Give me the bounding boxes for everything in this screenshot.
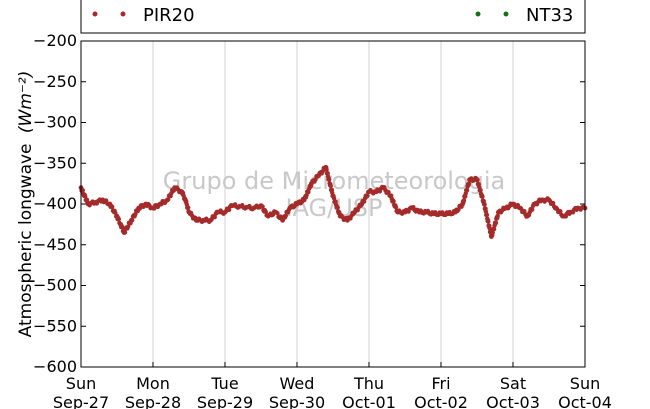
- data-point-trace: [120, 225, 125, 230]
- data-point-trace: [328, 183, 333, 189]
- x-tick-label-date: Sep-29: [197, 393, 253, 409]
- watermark: Grupo de Micrometeorologia IAG/USP: [163, 167, 505, 222]
- data-point-trace: [130, 217, 135, 223]
- legend-marker-nt33-a: [475, 11, 481, 17]
- x-tick-label-day: Sun: [66, 374, 96, 393]
- x-tick-label-day: Wed: [280, 374, 315, 393]
- y-axis-label-unit: (Wm⁻²): [16, 71, 36, 133]
- data-point-trace: [333, 199, 338, 204]
- x-tick-label-date: Oct-01: [342, 393, 396, 409]
- y-tick-label: −400: [33, 194, 77, 213]
- y-tick-label: −250: [33, 72, 77, 91]
- points-layer: [78, 164, 588, 240]
- y-axis: −200 −250 −300 −350 −400 −450 −500 −550 −600: [33, 31, 585, 376]
- data-point-trace: [386, 189, 391, 195]
- legend-label-nt33: NT33: [526, 5, 573, 26]
- y-tick-label: −450: [33, 235, 77, 254]
- data-point-trace: [393, 205, 399, 210]
- x-tick-label-date: Sep-30: [269, 393, 325, 409]
- y-tick-label: −500: [33, 276, 77, 295]
- x-tick-label-day: Mon: [136, 374, 170, 393]
- legend-marker-nt33-b: [503, 11, 509, 17]
- data-point-trace: [122, 230, 128, 235]
- x-tick-label-date: Oct-04: [558, 393, 612, 409]
- data-point-trace: [480, 194, 485, 199]
- x-tick-label-day: Sat: [500, 374, 526, 393]
- data-point-trace: [260, 204, 265, 209]
- legend-label-pir20: PIR20: [143, 5, 195, 26]
- y-tick-label: −550: [33, 316, 77, 335]
- data-point-trace: [283, 213, 288, 218]
- data-point-trace: [461, 198, 467, 203]
- legend-marker-pir20-b: [120, 11, 126, 17]
- data-point-trace: [166, 197, 171, 202]
- data-point-trace: [126, 224, 131, 229]
- data-point-trace: [133, 211, 138, 217]
- y-tick-label: −350: [33, 153, 77, 172]
- data-point-trace: [331, 195, 337, 201]
- data-point-trace: [456, 207, 461, 212]
- y-tick-label: −300: [33, 113, 77, 132]
- data-point-trace: [324, 167, 329, 172]
- legend-marker-pir20-a: [92, 11, 98, 17]
- x-tick-label-day: Fri: [431, 374, 450, 393]
- data-point-trace: [530, 207, 535, 212]
- y-tick-label: −200: [33, 31, 77, 50]
- data-point-trace: [391, 199, 396, 204]
- x-tick-label-date: Oct-02: [414, 393, 468, 409]
- data-point-trace: [327, 177, 332, 182]
- y-axis-label-text: Atmospheric longwave: [16, 143, 36, 337]
- data-point-trace: [558, 209, 563, 214]
- y-axis-label: Atmospheric longwave (Wm⁻²): [16, 71, 36, 338]
- data-point-trace: [212, 214, 217, 220]
- data-point-trace: [490, 230, 495, 235]
- data-point-trace: [335, 205, 340, 210]
- data-point-trace: [365, 193, 370, 199]
- data-point-trace: [389, 193, 394, 198]
- data-point-trace: [83, 194, 88, 199]
- data-point-trace: [491, 226, 497, 232]
- watermark-line-1: Grupo de Micrometeorologia: [163, 167, 505, 195]
- data-point-trace: [487, 226, 492, 231]
- data-point-trace: [478, 188, 483, 193]
- data-point-trace: [482, 202, 487, 207]
- x-tick-label-day: Sun: [570, 374, 600, 393]
- data-point-trace: [493, 220, 499, 225]
- x-tick-label-day: Thu: [353, 374, 384, 393]
- data-point-trace: [475, 177, 480, 183]
- data-point-trace: [484, 212, 490, 218]
- data-point-trace: [325, 171, 330, 176]
- x-tick-label-date: Sep-27: [53, 393, 109, 409]
- data-point-trace: [550, 200, 556, 206]
- legend-box: [80, 0, 586, 34]
- x-tick-label-date: Oct-03: [486, 393, 540, 409]
- data-point-trace: [80, 188, 86, 193]
- data-point-trace: [116, 216, 122, 222]
- y-tick-label: −600: [33, 357, 77, 376]
- x-tick-label-date: Sep-28: [125, 393, 181, 409]
- data-point-trace: [275, 211, 280, 216]
- data-point-trace: [466, 181, 472, 186]
- data-point-trace: [495, 213, 500, 219]
- data-point-trace: [110, 204, 115, 210]
- data-point-trace: [263, 209, 268, 215]
- x-axis: SunSep-27MonSep-28TueSep-29WedSep-30ThuO…: [53, 362, 612, 409]
- x-tick-label-day: Tue: [210, 374, 238, 393]
- data-point-trace: [486, 219, 491, 224]
- data-point-trace: [464, 188, 470, 193]
- data-point-trace: [185, 205, 191, 210]
